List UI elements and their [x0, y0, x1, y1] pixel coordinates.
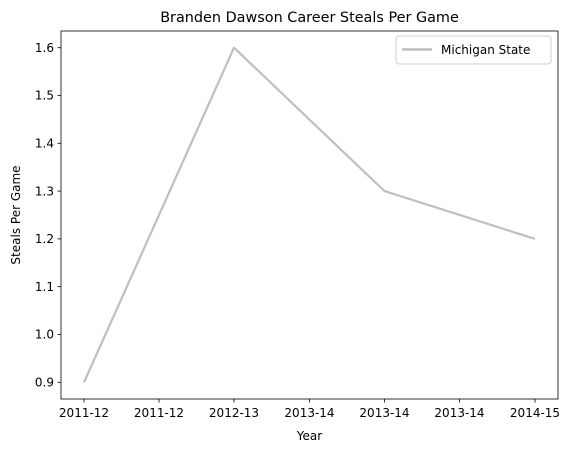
- y-tick-label: 1.1: [35, 280, 54, 294]
- y-tick-label: 1.5: [35, 89, 54, 103]
- series-layer: [82, 46, 536, 383]
- y-tick-label: 0.9: [35, 375, 54, 389]
- x-axis-label: Year: [296, 429, 322, 443]
- y-tick-label: 1.0: [35, 328, 54, 342]
- y-tick-label: 1.3: [35, 184, 54, 198]
- plot-area: [60, 30, 559, 400]
- legend-box: [395, 35, 552, 65]
- legend: Michigan State: [395, 35, 552, 65]
- legend-label: Michigan State: [441, 43, 530, 57]
- y-tick-label: 1.4: [35, 137, 54, 151]
- y-tick-label: 1.6: [35, 41, 54, 55]
- y-tick-label: 1.2: [35, 232, 54, 246]
- x-tick-label: 2014-15: [510, 406, 560, 420]
- y-axis-label: Steals Per Game: [9, 165, 23, 264]
- x-axis: 2011-12 2011-12 2012-13 2013-14 2013-14 2013-…: [59, 399, 560, 420]
- y-axis: 0.9 1.0 1.1 1.2 1.3 1.4 1.5 1.6: [35, 41, 61, 389]
- series-line: [82, 46, 536, 383]
- x-tick-label: 2011-12: [134, 406, 184, 420]
- plot-frame: [60, 30, 559, 400]
- x-tick-label: 2012-13: [209, 406, 259, 420]
- x-tick-label: 2011-12: [59, 406, 109, 420]
- x-tick-label: 2013-14: [284, 406, 334, 420]
- x-tick-label: 2013-14: [359, 406, 409, 420]
- x-tick-label: 2013-14: [434, 406, 484, 420]
- chart-title: Branden Dawson Career Steals Per Game: [160, 10, 459, 26]
